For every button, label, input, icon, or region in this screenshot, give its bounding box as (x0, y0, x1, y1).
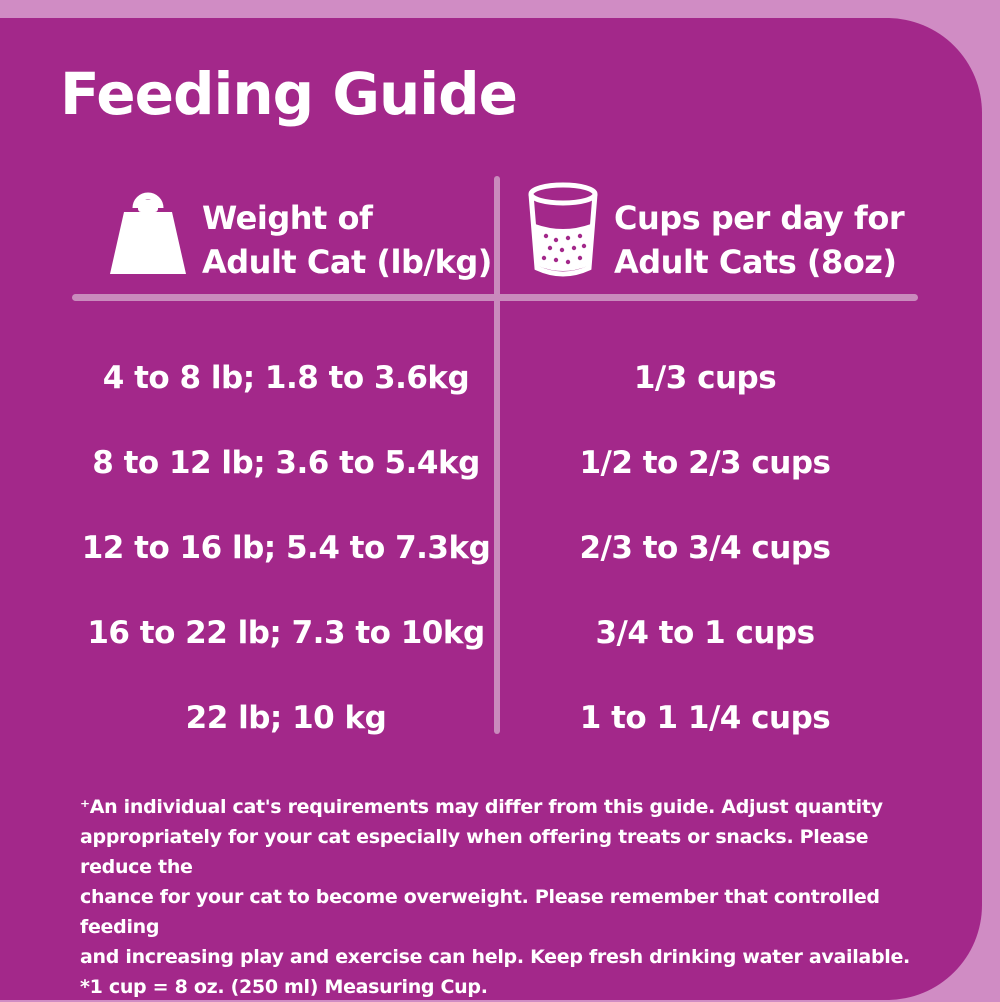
weight-header-line-1: Weight of (202, 199, 373, 237)
weight-icon (110, 192, 186, 274)
weight-cell: 22 lb; 10 kg (185, 700, 387, 736)
weight-cell: 16 to 22 lb; 7.3 to 10kg (87, 615, 485, 651)
weight-cell: 8 to 12 lb; 3.6 to 5.4kg (92, 445, 480, 481)
footnote: ⁺An individual cat's requirements may di… (80, 792, 940, 1002)
cups-cell: 1 to 1 1/4 cups (579, 700, 831, 736)
table-row: 22 lb; 10 kg 1 to 1 1/4 cups (0, 676, 982, 761)
footnote-line: and increasing play and exercise can hel… (80, 946, 910, 968)
cups-cell: 2/3 to 3/4 cups (579, 530, 831, 566)
weight-column-header: Weight of Adult Cat (lb/kg) (202, 196, 492, 284)
footnote-line: appropriately for your cat especially wh… (80, 826, 869, 878)
table-row: 4 to 8 lb; 1.8 to 3.6kg 1/3 cups (0, 336, 982, 421)
cups-cell: 1/2 to 2/3 cups (579, 445, 831, 481)
column-divider (494, 176, 500, 734)
weight-header-line-2: Adult Cat (lb/kg) (202, 243, 492, 281)
measuring-cup-icon (528, 182, 598, 277)
table-row: 8 to 12 lb; 3.6 to 5.4kg 1/2 to 2/3 cups (0, 421, 982, 506)
footnote-line: ⁺An individual cat's requirements may di… (80, 796, 883, 818)
cups-cell: 3/4 to 1 cups (595, 615, 815, 651)
cups-cell: 1/3 cups (633, 360, 777, 396)
table-row: 16 to 22 lb; 7.3 to 10kg 3/4 to 1 cups (0, 591, 982, 676)
header-divider (72, 294, 918, 301)
weight-cell: 12 to 16 lb; 5.4 to 7.3kg (81, 530, 491, 566)
weight-cell: 4 to 8 lb; 1.8 to 3.6kg (102, 360, 470, 396)
cups-header-line-1: Cups per day for (614, 199, 905, 237)
footnote-line: *1 cup = 8 oz. (250 ml) Measuring Cup. (80, 976, 488, 998)
table-row: 12 to 16 lb; 5.4 to 7.3kg 2/3 to 3/4 cup… (0, 506, 982, 591)
page-title: Feeding Guide (60, 60, 518, 128)
cups-column-header: Cups per day for Adult Cats (8oz) (614, 196, 934, 284)
footnote-line: chance for your cat to become overweight… (80, 886, 880, 938)
feeding-table: 4 to 8 lb; 1.8 to 3.6kg 1/3 cups 8 to 12… (0, 336, 982, 761)
feeding-guide-panel: Feeding Guide Weight of Adult Cat (lb/kg… (0, 18, 982, 1000)
cups-header-line-2: Adult Cats (8oz) (614, 243, 897, 281)
